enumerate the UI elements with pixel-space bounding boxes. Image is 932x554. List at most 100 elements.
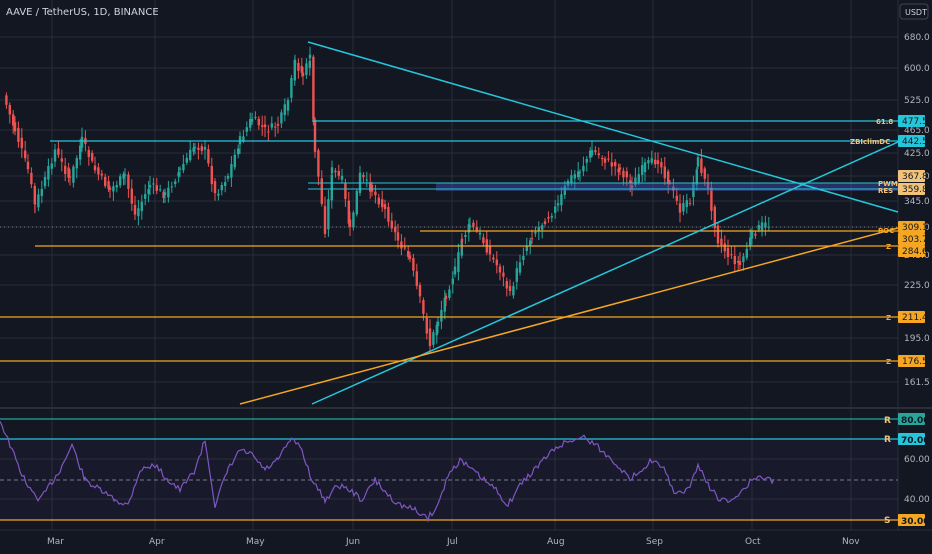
price-level-badge [898, 170, 925, 182]
trend-lines[interactable] [239, 41, 899, 405]
candle-body [760, 222, 764, 231]
candle-body [585, 158, 588, 163]
level-tag: Z [886, 358, 891, 366]
candle-body [733, 256, 736, 265]
candle-body [754, 233, 757, 236]
candle-body [457, 252, 460, 273]
candle-body [185, 157, 188, 163]
candle-body [320, 178, 323, 204]
price-level-labels[interactable]: 477.5 442.5 367.8 359.8 309.1 303.7 284.6 211.4… [898, 115, 928, 367]
candle-body [249, 119, 252, 128]
candle-body [162, 191, 165, 198]
candle-body [174, 181, 177, 185]
month-label: Jul [446, 537, 458, 547]
candle-body [663, 166, 666, 179]
candle-body [629, 180, 632, 183]
candle-body [263, 124, 267, 128]
candle-body [189, 149, 192, 161]
candle-body [682, 203, 685, 212]
price-level-badge [898, 355, 925, 367]
candle-body [601, 157, 604, 160]
candle-body [107, 181, 110, 190]
candle-body [745, 248, 748, 258]
candle-body [203, 146, 207, 150]
candle-body [394, 226, 397, 233]
candle-body [297, 63, 300, 71]
candle-body [400, 241, 403, 249]
candle-body [440, 310, 443, 322]
candle-body [72, 166, 75, 183]
candle-body [464, 235, 467, 238]
candle-body [597, 153, 600, 156]
currency-label: USDT [905, 8, 927, 17]
candle-body [217, 193, 220, 196]
candle-body [692, 182, 695, 198]
candle-body [418, 285, 422, 297]
level-tags: 61.8 ZBIclimDC PWM RES POC Z Z Z [850, 118, 898, 366]
price-tick: 225.0 [904, 281, 930, 291]
candle-body [230, 164, 233, 178]
candle-body [738, 261, 742, 266]
level-tag: Z [886, 243, 891, 251]
candle-body [764, 222, 767, 228]
rsi-band-value: 80.00 [901, 416, 929, 426]
candle-body [144, 194, 147, 199]
candle-body [488, 246, 492, 255]
candle-body [12, 114, 15, 126]
rsi-band-labels: R 80.00 R 70.00 S 30.00 [884, 413, 929, 527]
candle-body [570, 175, 573, 183]
candle-body [475, 227, 478, 231]
candle-body [478, 232, 482, 235]
rsi-band-tag: R [884, 435, 891, 445]
candle-body [554, 206, 557, 213]
level-tag: POC [878, 227, 894, 235]
candle-body [502, 272, 505, 277]
candle-body [93, 165, 97, 171]
price-tick: 425.0 [904, 149, 930, 159]
vertical-grid [51, 0, 852, 530]
candle-body [200, 146, 203, 151]
candle-body [374, 191, 377, 196]
candle-body [634, 177, 637, 186]
candle-body [97, 167, 100, 175]
candle-body [518, 262, 522, 273]
candle-body [293, 60, 297, 65]
drawn-levels [0, 120, 898, 362]
candle-body [534, 232, 537, 234]
candle-body [130, 188, 133, 204]
candle-body [254, 116, 257, 118]
price-level-badge [898, 221, 925, 233]
candle-body [369, 182, 372, 192]
price-level-badge [898, 233, 925, 245]
candle-body [415, 271, 418, 286]
candle-body [550, 215, 553, 218]
candle-body [716, 225, 720, 244]
candle-body [650, 158, 653, 163]
candle-body [159, 189, 162, 191]
candle-body [656, 160, 660, 165]
candle-body [193, 146, 197, 148]
candle-body [301, 72, 305, 76]
candle-body [556, 203, 560, 206]
candle-body [50, 163, 53, 169]
candle-body [347, 200, 350, 224]
month-label: Jun [345, 537, 360, 547]
price-level-value: 284.6 [902, 247, 928, 257]
candle-body [87, 150, 90, 158]
candle-body [723, 243, 726, 252]
candle-body [408, 255, 412, 259]
time-axis[interactable]: Mar Apr May Jun Jul Aug Sep Oct Nov [0, 529, 932, 547]
candle-body [182, 163, 185, 171]
price-level-badge [898, 311, 925, 323]
price-tick: 195.0 [904, 334, 930, 344]
candle-body [688, 202, 692, 204]
currency-button[interactable]: USDT [899, 3, 929, 20]
symbol-title[interactable]: AAVE / TetherUS, 1D, BINANCE [6, 7, 159, 18]
candle-body [625, 171, 628, 178]
candle-body [330, 167, 334, 174]
rsi-band-badge [898, 514, 925, 526]
candle-body [660, 162, 663, 168]
candle-body [737, 260, 740, 263]
rsi-band-value: 70.00 [901, 436, 929, 446]
